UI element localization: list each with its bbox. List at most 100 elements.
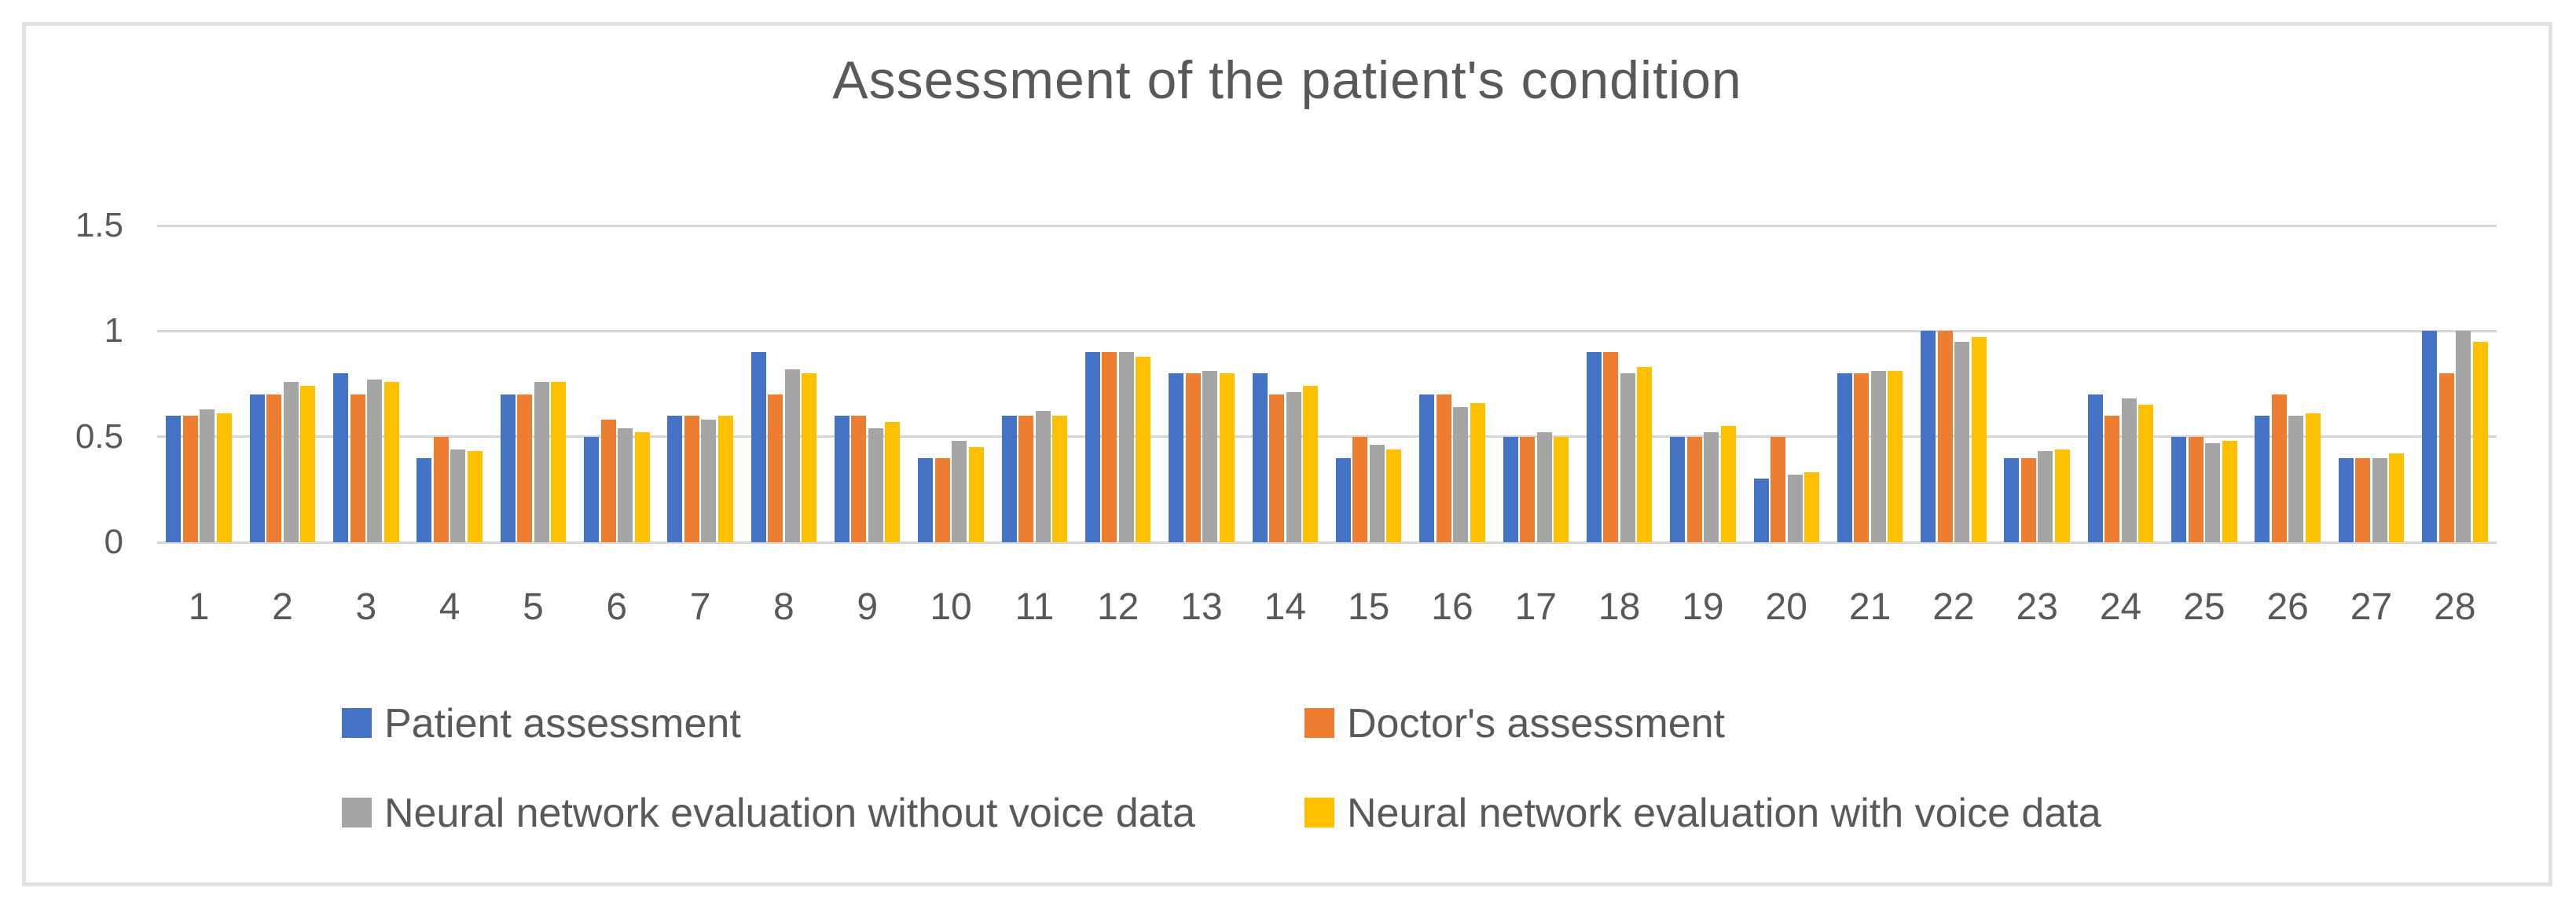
bar-neural-network-evaluation-with-voice-data-cat-16 <box>1470 402 1485 542</box>
x-tick-label: 15 <box>1347 586 1390 628</box>
bar-patient-assessment-cat-6 <box>584 436 600 542</box>
bar-neural-network-evaluation-without-voice-data-cat-8 <box>784 369 800 542</box>
bar-neural-network-evaluation-with-voice-data-cat-12 <box>1136 356 1151 542</box>
legend-label: Doctor's assessment <box>1347 701 1725 747</box>
bar-neural-network-evaluation-with-voice-data-cat-22 <box>1971 337 1987 542</box>
y-tick-label: 0 <box>104 523 123 561</box>
x-tick-label: 7 <box>689 586 711 628</box>
bar-neural-network-evaluation-with-voice-data-cat-28 <box>2472 341 2488 542</box>
bar-doctor-s-assessment-cat-1 <box>182 415 198 542</box>
bar-patient-assessment-cat-1 <box>166 415 182 542</box>
bar-neural-network-evaluation-without-voice-data-cat-28 <box>2456 331 2471 542</box>
bar-neural-network-evaluation-with-voice-data-cat-11 <box>1052 415 1068 542</box>
bar-neural-network-evaluation-with-voice-data-cat-8 <box>802 373 817 542</box>
bar-doctor-s-assessment-cat-22 <box>1937 331 1953 542</box>
bar-neural-network-evaluation-with-voice-data-cat-9 <box>885 421 901 542</box>
legend-swatch-icon <box>342 798 372 827</box>
x-tick-label: 14 <box>1264 586 1307 628</box>
legend-swatch-icon <box>1305 798 1334 827</box>
bar-doctor-s-assessment-cat-13 <box>1185 373 1201 542</box>
bar-patient-assessment-cat-12 <box>1084 352 1100 542</box>
bar-neural-network-evaluation-without-voice-data-cat-5 <box>534 381 549 542</box>
bar-patient-assessment-cat-4 <box>416 457 432 542</box>
bar-patient-assessment-cat-16 <box>1419 394 1435 542</box>
bar-neural-network-evaluation-with-voice-data-cat-1 <box>216 413 232 542</box>
legend-swatch-icon <box>1305 708 1334 738</box>
bar-doctor-s-assessment-cat-3 <box>350 394 365 542</box>
bar-patient-assessment-cat-3 <box>333 373 349 542</box>
x-tick-label: 9 <box>857 586 879 628</box>
x-tick-label: 26 <box>2266 586 2309 628</box>
bar-doctor-s-assessment-cat-20 <box>1771 436 1786 542</box>
bar-patient-assessment-cat-15 <box>1335 457 1351 542</box>
legend-swatch-icon <box>342 708 372 738</box>
bar-doctor-s-assessment-cat-5 <box>517 394 533 542</box>
bar-doctor-s-assessment-cat-16 <box>1436 394 1451 542</box>
bar-neural-network-evaluation-with-voice-data-cat-25 <box>2222 441 2237 542</box>
bar-neural-network-evaluation-without-voice-data-cat-1 <box>200 409 215 542</box>
bar-neural-network-evaluation-with-voice-data-cat-7 <box>717 415 733 542</box>
x-tick-label: 4 <box>439 586 461 628</box>
bar-neural-network-evaluation-with-voice-data-cat-4 <box>467 451 483 542</box>
bar-neural-network-evaluation-with-voice-data-cat-6 <box>634 432 650 542</box>
bar-doctor-s-assessment-cat-12 <box>1102 352 1117 542</box>
bar-doctor-s-assessment-cat-26 <box>2271 394 2287 542</box>
bar-doctor-s-assessment-cat-15 <box>1352 436 1368 542</box>
bar-neural-network-evaluation-without-voice-data-cat-26 <box>2288 415 2304 542</box>
bar-neural-network-evaluation-without-voice-data-cat-13 <box>1202 371 1218 542</box>
bar-neural-network-evaluation-without-voice-data-cat-9 <box>868 427 883 542</box>
gridline <box>157 435 2497 438</box>
gridline <box>157 329 2497 332</box>
x-tick-label: 10 <box>930 586 972 628</box>
bar-neural-network-evaluation-without-voice-data-cat-6 <box>618 427 633 542</box>
bar-patient-assessment-cat-23 <box>2004 457 2020 542</box>
bar-doctor-s-assessment-cat-17 <box>1520 436 1536 542</box>
legend-item-neural-network-evaluation-with-voice-data: Neural network evaluation with voice dat… <box>1305 791 2101 835</box>
x-tick-label: 17 <box>1514 586 1557 628</box>
bar-patient-assessment-cat-10 <box>918 457 934 542</box>
bar-patient-assessment-cat-9 <box>834 415 849 542</box>
legend-label: Neural network evaluation with voice dat… <box>1347 791 2101 836</box>
chart-frame: Assessment of the patient's condition Pa… <box>22 22 2552 886</box>
y-tick-label: 0.5 <box>75 416 123 456</box>
bar-doctor-s-assessment-cat-2 <box>266 394 282 542</box>
legend-row: Neural network evaluation without voice … <box>342 791 2101 835</box>
bar-neural-network-evaluation-without-voice-data-cat-18 <box>1620 373 1635 542</box>
bar-patient-assessment-cat-17 <box>1503 436 1518 542</box>
bar-neural-network-evaluation-without-voice-data-cat-11 <box>1035 411 1051 542</box>
bar-doctor-s-assessment-cat-19 <box>1686 436 1702 542</box>
bar-neural-network-evaluation-with-voice-data-cat-20 <box>1804 472 1820 542</box>
bar-neural-network-evaluation-without-voice-data-cat-2 <box>283 381 299 542</box>
y-tick-label: 1 <box>104 311 123 350</box>
bar-patient-assessment-cat-25 <box>2171 436 2187 542</box>
legend-label: Patient assessment <box>384 701 741 747</box>
bar-neural-network-evaluation-without-voice-data-cat-16 <box>1453 407 1469 542</box>
bar-neural-network-evaluation-without-voice-data-cat-15 <box>1369 445 1385 542</box>
bar-neural-network-evaluation-without-voice-data-cat-27 <box>2372 457 2387 542</box>
bar-patient-assessment-cat-8 <box>750 352 766 542</box>
bar-patient-assessment-cat-14 <box>1252 373 1268 542</box>
gridline <box>157 541 2497 544</box>
x-tick-label: 21 <box>1848 586 1892 628</box>
x-tick-label: 11 <box>1015 586 1055 628</box>
bar-patient-assessment-cat-26 <box>2255 415 2270 542</box>
bar-neural-network-evaluation-without-voice-data-cat-3 <box>367 380 383 542</box>
y-tick-label: 1.5 <box>75 206 123 244</box>
legend-label: Neural network evaluation without voice … <box>384 791 1195 836</box>
legend-item-doctor-s-assessment: Doctor's assessment <box>1305 702 2101 746</box>
bar-neural-network-evaluation-without-voice-data-cat-20 <box>1787 475 1803 542</box>
bar-patient-assessment-cat-21 <box>1837 373 1852 542</box>
bar-neural-network-evaluation-with-voice-data-cat-23 <box>2054 449 2070 542</box>
bar-doctor-s-assessment-cat-9 <box>851 415 867 542</box>
chart-title: Assessment of the patient's condition <box>832 50 1742 110</box>
legend-item-patient-assessment: Patient assessment <box>342 702 1305 746</box>
bar-patient-assessment-cat-13 <box>1169 373 1184 542</box>
legend-row: Patient assessment Doctor's assessment <box>342 702 2101 746</box>
x-tick-label: 19 <box>1682 586 1724 628</box>
x-tick-label: 3 <box>355 586 377 628</box>
bar-neural-network-evaluation-without-voice-data-cat-23 <box>2038 451 2053 542</box>
bar-patient-assessment-cat-20 <box>1753 479 1769 542</box>
bar-neural-network-evaluation-without-voice-data-cat-10 <box>952 441 967 542</box>
bar-neural-network-evaluation-without-voice-data-cat-17 <box>1536 432 1552 542</box>
